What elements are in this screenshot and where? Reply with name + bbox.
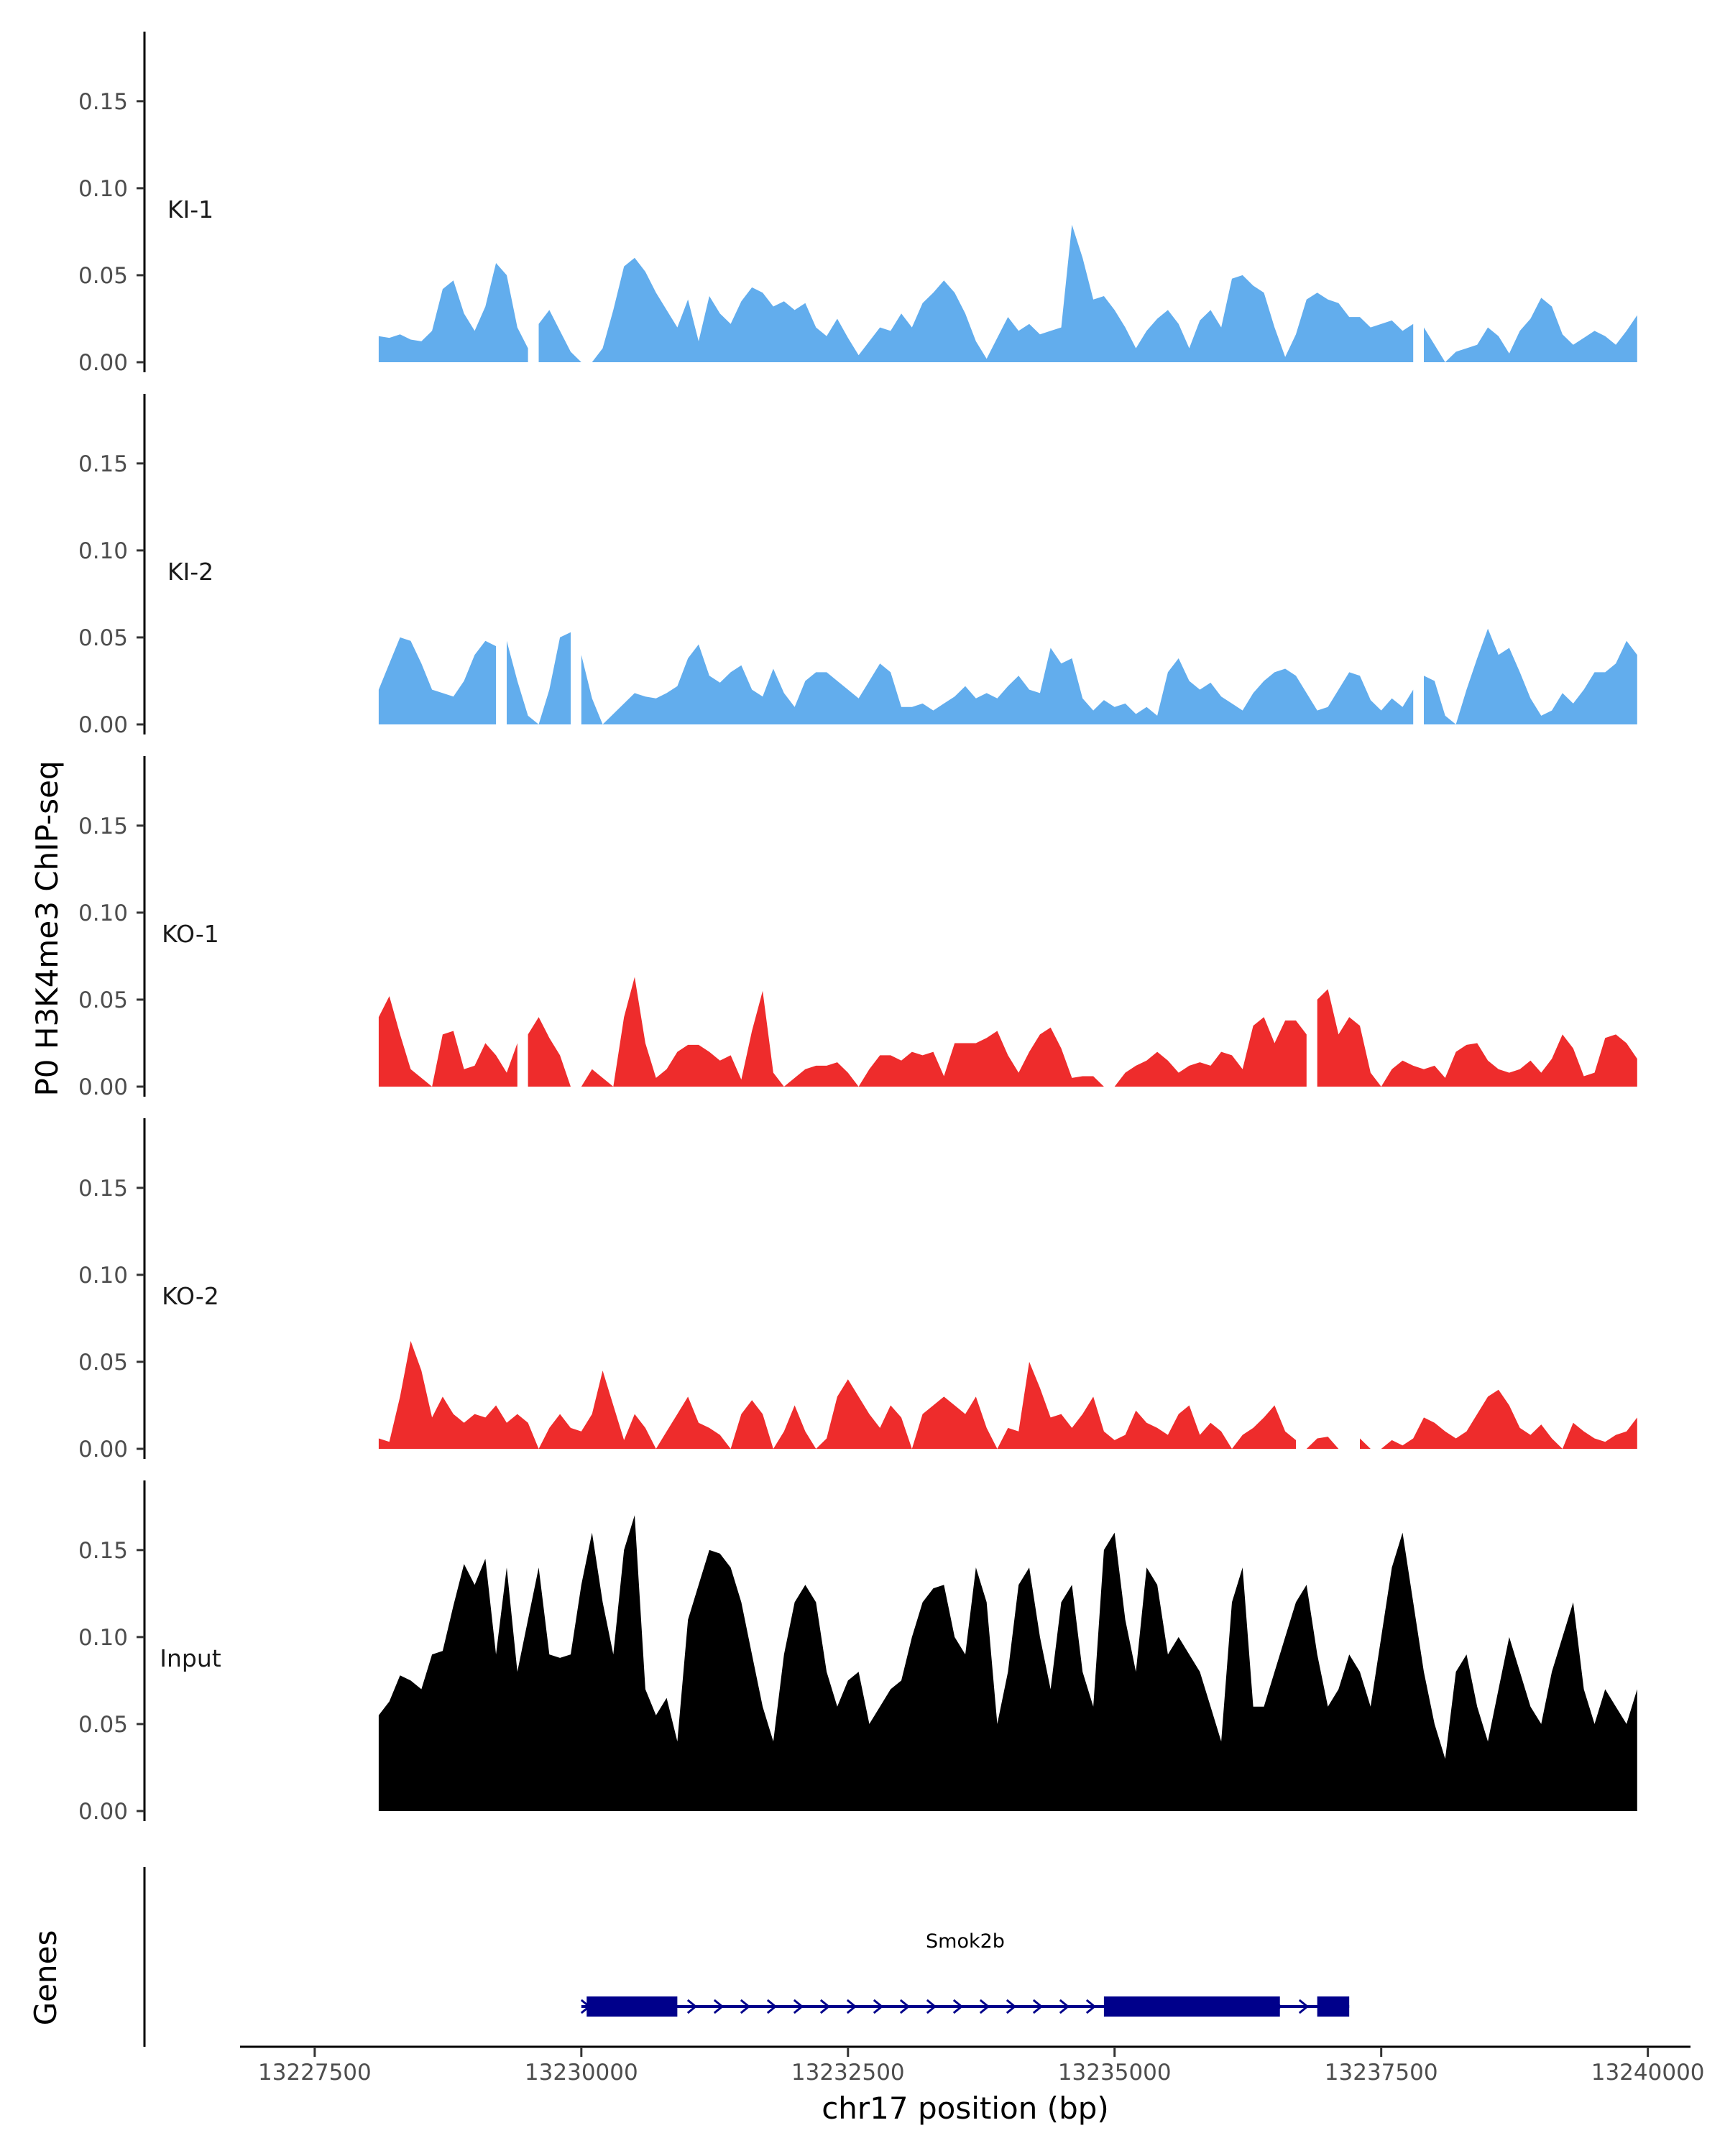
strand-arrow: [1059, 1999, 1070, 2014]
track-ki-1: 0.00 0.05 0.10 0.15 KI-1: [78, 32, 1637, 376]
gene-model: [580, 1996, 1350, 2017]
signal-area: [1306, 1437, 1350, 1449]
y-tick-label: 0.15: [78, 89, 128, 115]
signal-area: [538, 224, 1414, 362]
signal-area: [378, 263, 528, 362]
x-axis: 13227500 13230000 13232500 13235000 13237500…: [240, 2045, 1705, 2126]
track-label: KO-2: [162, 1282, 219, 1310]
gene-exon: [1317, 1996, 1350, 2017]
strand-arrow: [686, 1999, 698, 2014]
y-tick-label: 0.10: [78, 900, 128, 926]
strand-arrow: [1032, 1999, 1044, 2014]
track-label: KO-1: [162, 920, 219, 948]
strand-arrow: [926, 1999, 937, 2014]
signal-area: [1424, 628, 1637, 724]
gene-exon: [586, 1996, 678, 2017]
strand-arrow: [713, 1999, 724, 2014]
signal-area: [378, 1515, 1637, 1811]
x-tick-label: 13240000: [1591, 2060, 1705, 2086]
strand-arrow: [873, 1999, 884, 2014]
gene-label: Smok2b: [926, 1930, 1005, 1953]
signal-area: [378, 1340, 1296, 1449]
signal-area: [1317, 989, 1637, 1087]
x-tick-label: 13230000: [525, 2060, 638, 2086]
y-tick-label: 0.10: [78, 1263, 128, 1289]
signal-area: [528, 977, 1307, 1087]
y-tick-label: 0.00: [78, 1799, 128, 1825]
gene-panel-label: Genes: [28, 1930, 63, 2026]
y-axis-title: P0 H3K4me3 ChIP-seq: [29, 760, 65, 1096]
track-ki-2: 0.00 0.05 0.10 0.15 KI-2: [78, 394, 1637, 738]
y-tick-label: 0.15: [78, 814, 128, 839]
x-tick-label: 13237500: [1325, 2060, 1438, 2086]
y-tick-label: 0.15: [78, 451, 128, 477]
y-tick-label: 0.05: [78, 1712, 128, 1738]
signal-area: [507, 632, 571, 724]
track-label: Input: [160, 1644, 221, 1672]
strand-arrow: [899, 1999, 911, 2014]
y-tick-label: 0.00: [78, 350, 128, 376]
signal-area: [1424, 298, 1637, 362]
strand-arrow: [819, 1999, 831, 2014]
y-tick-label: 0.00: [78, 1437, 128, 1462]
strand-arrow: [793, 1999, 804, 2014]
y-tick-label: 0.15: [78, 1538, 128, 1564]
y-tick-label: 0.00: [78, 712, 128, 738]
x-ticks: 13227500 13230000 13232500 13235000 13237500…: [258, 2047, 1705, 2086]
signal-area: [378, 996, 518, 1087]
gene-panel: Genes Smok2b: [28, 1867, 1350, 2047]
y-tick-label: 0.05: [78, 625, 128, 651]
strand-arrow: [1298, 1999, 1310, 2014]
y-tick-label: 0.05: [78, 263, 128, 289]
track-label: KI-1: [167, 195, 213, 224]
signal-area: [378, 637, 497, 724]
track-input: 0.00 0.05 0.10 0.15 Input: [78, 1480, 1637, 1825]
signal-area: [581, 644, 1414, 724]
gene-exon: [1103, 1996, 1280, 2017]
tracks: 0.00 0.05 0.10 0.15 KI-1 0.00 0.05 0.10 0.15 KI-2…: [78, 32, 1637, 1825]
strand-arrow: [846, 1999, 857, 2014]
y-tick-label: 0.15: [78, 1176, 128, 1202]
strand-arrow: [952, 1999, 964, 2014]
x-axis-title: chr17 position (bp): [822, 2091, 1109, 2126]
y-tick-label: 0.10: [78, 1625, 128, 1651]
y-tick-label: 0.10: [78, 176, 128, 202]
strand-arrow: [740, 1999, 751, 2014]
x-tick-label: 13235000: [1058, 2060, 1172, 2086]
strand-arrow: [766, 1999, 778, 2014]
track-ko-2: 0.00 0.05 0.10 0.15 KO-2: [78, 1118, 1637, 1462]
strand-arrow: [979, 1999, 990, 2014]
y-tick-label: 0.10: [78, 538, 128, 564]
y-tick-label: 0.05: [78, 1350, 128, 1376]
signal-area: [1360, 1389, 1637, 1449]
track-ko-1: 0.00 0.05 0.10 0.15 KO-1: [78, 756, 1637, 1100]
x-tick-label: 13227500: [258, 2060, 372, 2086]
strand-arrow: [1085, 1999, 1097, 2014]
y-tick-label: 0.05: [78, 987, 128, 1013]
y-tick-label: 0.00: [78, 1074, 128, 1100]
strand-arrow: [1006, 1999, 1017, 2014]
track-label: KI-2: [167, 558, 213, 586]
x-tick-label: 13232500: [791, 2060, 905, 2086]
